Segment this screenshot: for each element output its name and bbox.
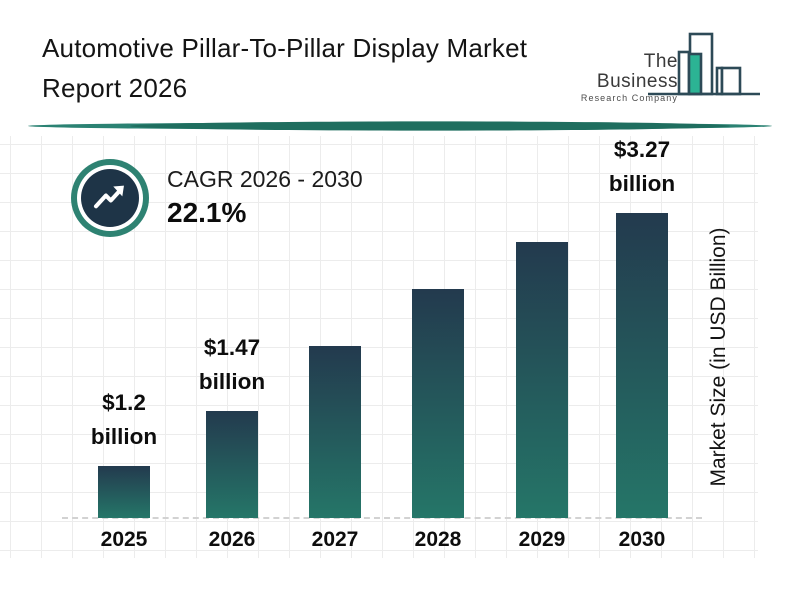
x-axis-label-2026: 2026 — [208, 528, 256, 551]
bar-value-label-2025: $1.2 billion — [90, 390, 158, 449]
page-title-line2: Report 2026 — [42, 73, 188, 103]
chart-baseline — [62, 517, 702, 519]
cagr-value: 22.1% — [167, 197, 247, 228]
x-axis-label-2028: 2028 — [414, 528, 462, 551]
cagr-text-block: CAGR 2026 - 2030 22.1% — [167, 166, 363, 229]
bar-column-2028 — [383, 289, 493, 518]
bar-2028 — [412, 289, 464, 518]
brand-subtitle: Research Company — [580, 93, 678, 103]
x-axis-label-2030: 2030 — [618, 528, 666, 551]
page-title: Automotive Pillar-To-Pillar Display Mark… — [42, 28, 527, 108]
cagr-label: CAGR 2026 - 2030 — [167, 166, 363, 192]
y-axis-label: Market Size (in USD Billion) — [707, 227, 730, 487]
bar-column-2030: $3.27 billion — [587, 133, 697, 518]
x-axis-label-2027: 2027 — [311, 528, 359, 551]
bar-value-label-2030: $3.27 billion — [608, 137, 676, 196]
page-title-line1: Automotive Pillar-To-Pillar Display Mark… — [42, 33, 528, 63]
bar-2026 — [206, 411, 258, 518]
cagr-badge — [81, 169, 139, 227]
x-axis-label-2025: 2025 — [100, 528, 148, 551]
trend-arrow-icon — [93, 185, 124, 209]
bar-2030 — [616, 213, 668, 518]
bar-2025 — [98, 466, 150, 518]
divider-line — [28, 121, 772, 131]
brand-logo-text: The Business Research Company — [568, 51, 678, 104]
brand-logo: The Business Research Company — [560, 26, 780, 110]
bar-2027 — [309, 346, 361, 518]
bar-column-2027 — [280, 346, 390, 518]
brand-bars-icon — [648, 32, 760, 96]
bar-2029 — [516, 242, 568, 518]
bar-column-2026: $1.47 billion — [177, 331, 287, 518]
bar-column-2029 — [487, 242, 597, 518]
brand-name: The Business — [596, 51, 678, 92]
x-axis-label-2029: 2029 — [518, 528, 566, 551]
bar-column-2025: $1.2 billion — [69, 386, 179, 518]
bar-value-label-2026: $1.47 billion — [198, 335, 266, 394]
